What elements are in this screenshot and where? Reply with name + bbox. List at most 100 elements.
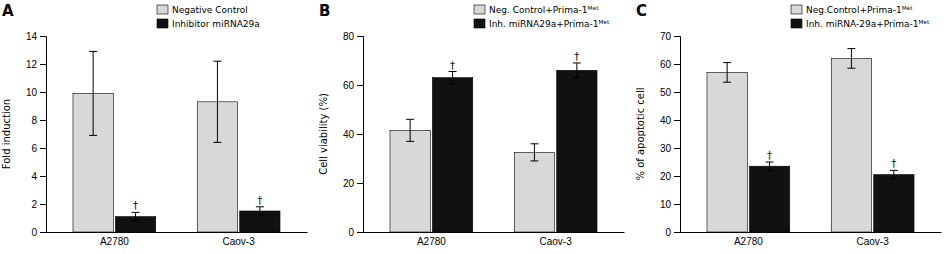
legend: Neg.Control+Prima-1ᴹᵉᵗInh. miRNA-29a+Pri… bbox=[791, 5, 930, 29]
tick-label: 2 bbox=[31, 199, 37, 210]
y-axis: 0 20 40 60 80 bbox=[343, 31, 364, 238]
tick: 8 bbox=[31, 115, 46, 126]
tick: 0 bbox=[665, 227, 680, 238]
error-bar-part bbox=[573, 77, 581, 78]
error-bar-part bbox=[259, 207, 260, 215]
error-bar-part bbox=[410, 119, 411, 141]
legend: Neg. Control+Prima-1ᴹᵉᵗInh. miRNA29a+Pri… bbox=[474, 5, 610, 29]
error-bar-part bbox=[766, 170, 774, 171]
error-bar-part bbox=[449, 71, 457, 72]
tick-label: 30 bbox=[660, 143, 672, 154]
tick: 40 bbox=[343, 129, 363, 140]
tick: 20 bbox=[343, 178, 363, 189]
bar bbox=[831, 58, 871, 232]
plot-area bbox=[390, 63, 597, 232]
plot-area bbox=[73, 51, 280, 232]
tick-label: 80 bbox=[343, 31, 355, 42]
error-bar-part bbox=[530, 143, 538, 144]
error-bar-part bbox=[847, 68, 855, 69]
error-bar-part bbox=[452, 72, 453, 84]
tick-mark bbox=[357, 183, 363, 184]
panel: 02468101214A2780Caov-3Fold inductionA††N… bbox=[1, 2, 308, 247]
error-bar-part bbox=[135, 212, 136, 220]
tick-mark bbox=[40, 64, 46, 65]
annotation: † bbox=[767, 150, 772, 161]
error-bar-part bbox=[406, 141, 414, 142]
tick-mark bbox=[40, 204, 46, 205]
legend-swatch bbox=[791, 5, 802, 14]
annotation: † bbox=[574, 51, 579, 62]
error-bar bbox=[449, 72, 457, 84]
x-axis: A2780Caov-3 bbox=[364, 232, 625, 247]
bar bbox=[874, 175, 914, 232]
tick: 50 bbox=[660, 87, 680, 98]
axis-line bbox=[47, 232, 308, 233]
tick: A2780 bbox=[417, 232, 446, 247]
error-bar-part bbox=[256, 215, 264, 216]
tick: A2780 bbox=[100, 232, 129, 247]
tick: 40 bbox=[660, 115, 680, 126]
error-bar bbox=[766, 162, 774, 170]
figure: 02468101214A2780Caov-3Fold inductionA††N… bbox=[0, 0, 951, 254]
error-bar-part bbox=[573, 62, 581, 63]
tick-label: 4 bbox=[31, 171, 37, 182]
error-bar bbox=[256, 207, 264, 215]
tick: 20 bbox=[660, 171, 680, 182]
tick-mark bbox=[674, 204, 680, 205]
annotation: † bbox=[257, 195, 262, 206]
tick: 10 bbox=[26, 87, 46, 98]
error-bar bbox=[406, 119, 414, 141]
tick-mark bbox=[357, 36, 363, 37]
tick-mark bbox=[40, 148, 46, 149]
error-bar-part bbox=[576, 63, 577, 78]
x-axis: A2780 Caov-3 bbox=[47, 232, 308, 247]
y-axis: 02468101214 bbox=[26, 31, 47, 238]
error-bar bbox=[847, 49, 855, 69]
legend-label: Inhibitor miRNA29a bbox=[172, 19, 260, 29]
tick: 0 bbox=[348, 227, 363, 238]
error-bar-part bbox=[89, 51, 97, 52]
tick-label: 0 bbox=[665, 227, 671, 238]
legend-swatch bbox=[157, 19, 168, 28]
panel: 010203040506070A2780Caov-3% of apoptotic… bbox=[635, 2, 942, 247]
error-bar bbox=[89, 51, 97, 135]
legend-swatch bbox=[791, 19, 802, 28]
axis-title: Cell viability (%) bbox=[318, 93, 329, 175]
tick-mark bbox=[674, 120, 680, 121]
bar bbox=[390, 130, 430, 232]
tick: 14 bbox=[26, 31, 46, 42]
tick-mark bbox=[357, 85, 363, 86]
axis-line bbox=[357, 37, 364, 233]
annotation: † bbox=[891, 158, 896, 169]
tick-label: 20 bbox=[660, 171, 672, 182]
legend-item: Inh. miRNA-29a+Prima-1ᴹᵉᵗ bbox=[791, 19, 930, 29]
tick-label: 0 bbox=[31, 227, 37, 238]
tick-label: 10 bbox=[26, 87, 38, 98]
tick: 60 bbox=[343, 80, 363, 91]
tick-label: Caov-3 bbox=[223, 236, 256, 247]
tick-mark bbox=[357, 134, 363, 135]
tick-label: 0 bbox=[348, 227, 354, 238]
error-bar bbox=[530, 144, 538, 161]
error-bar bbox=[132, 212, 140, 220]
legend-swatch bbox=[157, 5, 168, 14]
bar bbox=[432, 78, 472, 232]
tick-label: Caov-3 bbox=[857, 236, 890, 247]
axis-title: Fold induction bbox=[1, 99, 12, 169]
tick-mark bbox=[40, 176, 46, 177]
tick: Caov-3 bbox=[857, 232, 890, 247]
tick-label: A2780 bbox=[734, 236, 763, 247]
legend-item: Inh. miRNA29a+Prima-1ᴹᵉᵗ bbox=[474, 19, 610, 29]
y-axis: 010203040506070 bbox=[660, 31, 681, 238]
error-bar-part bbox=[213, 61, 221, 62]
error-bar-part bbox=[256, 206, 264, 207]
bar bbox=[557, 70, 597, 232]
tick: 10 bbox=[660, 199, 680, 210]
tick-label: 6 bbox=[31, 143, 37, 154]
tick-label: 8 bbox=[31, 115, 37, 126]
tick: 4 bbox=[31, 171, 46, 182]
error-bar-part bbox=[890, 178, 898, 179]
tick: 30 bbox=[660, 143, 680, 154]
annotation: † bbox=[450, 60, 455, 71]
tick-mark bbox=[674, 148, 680, 149]
